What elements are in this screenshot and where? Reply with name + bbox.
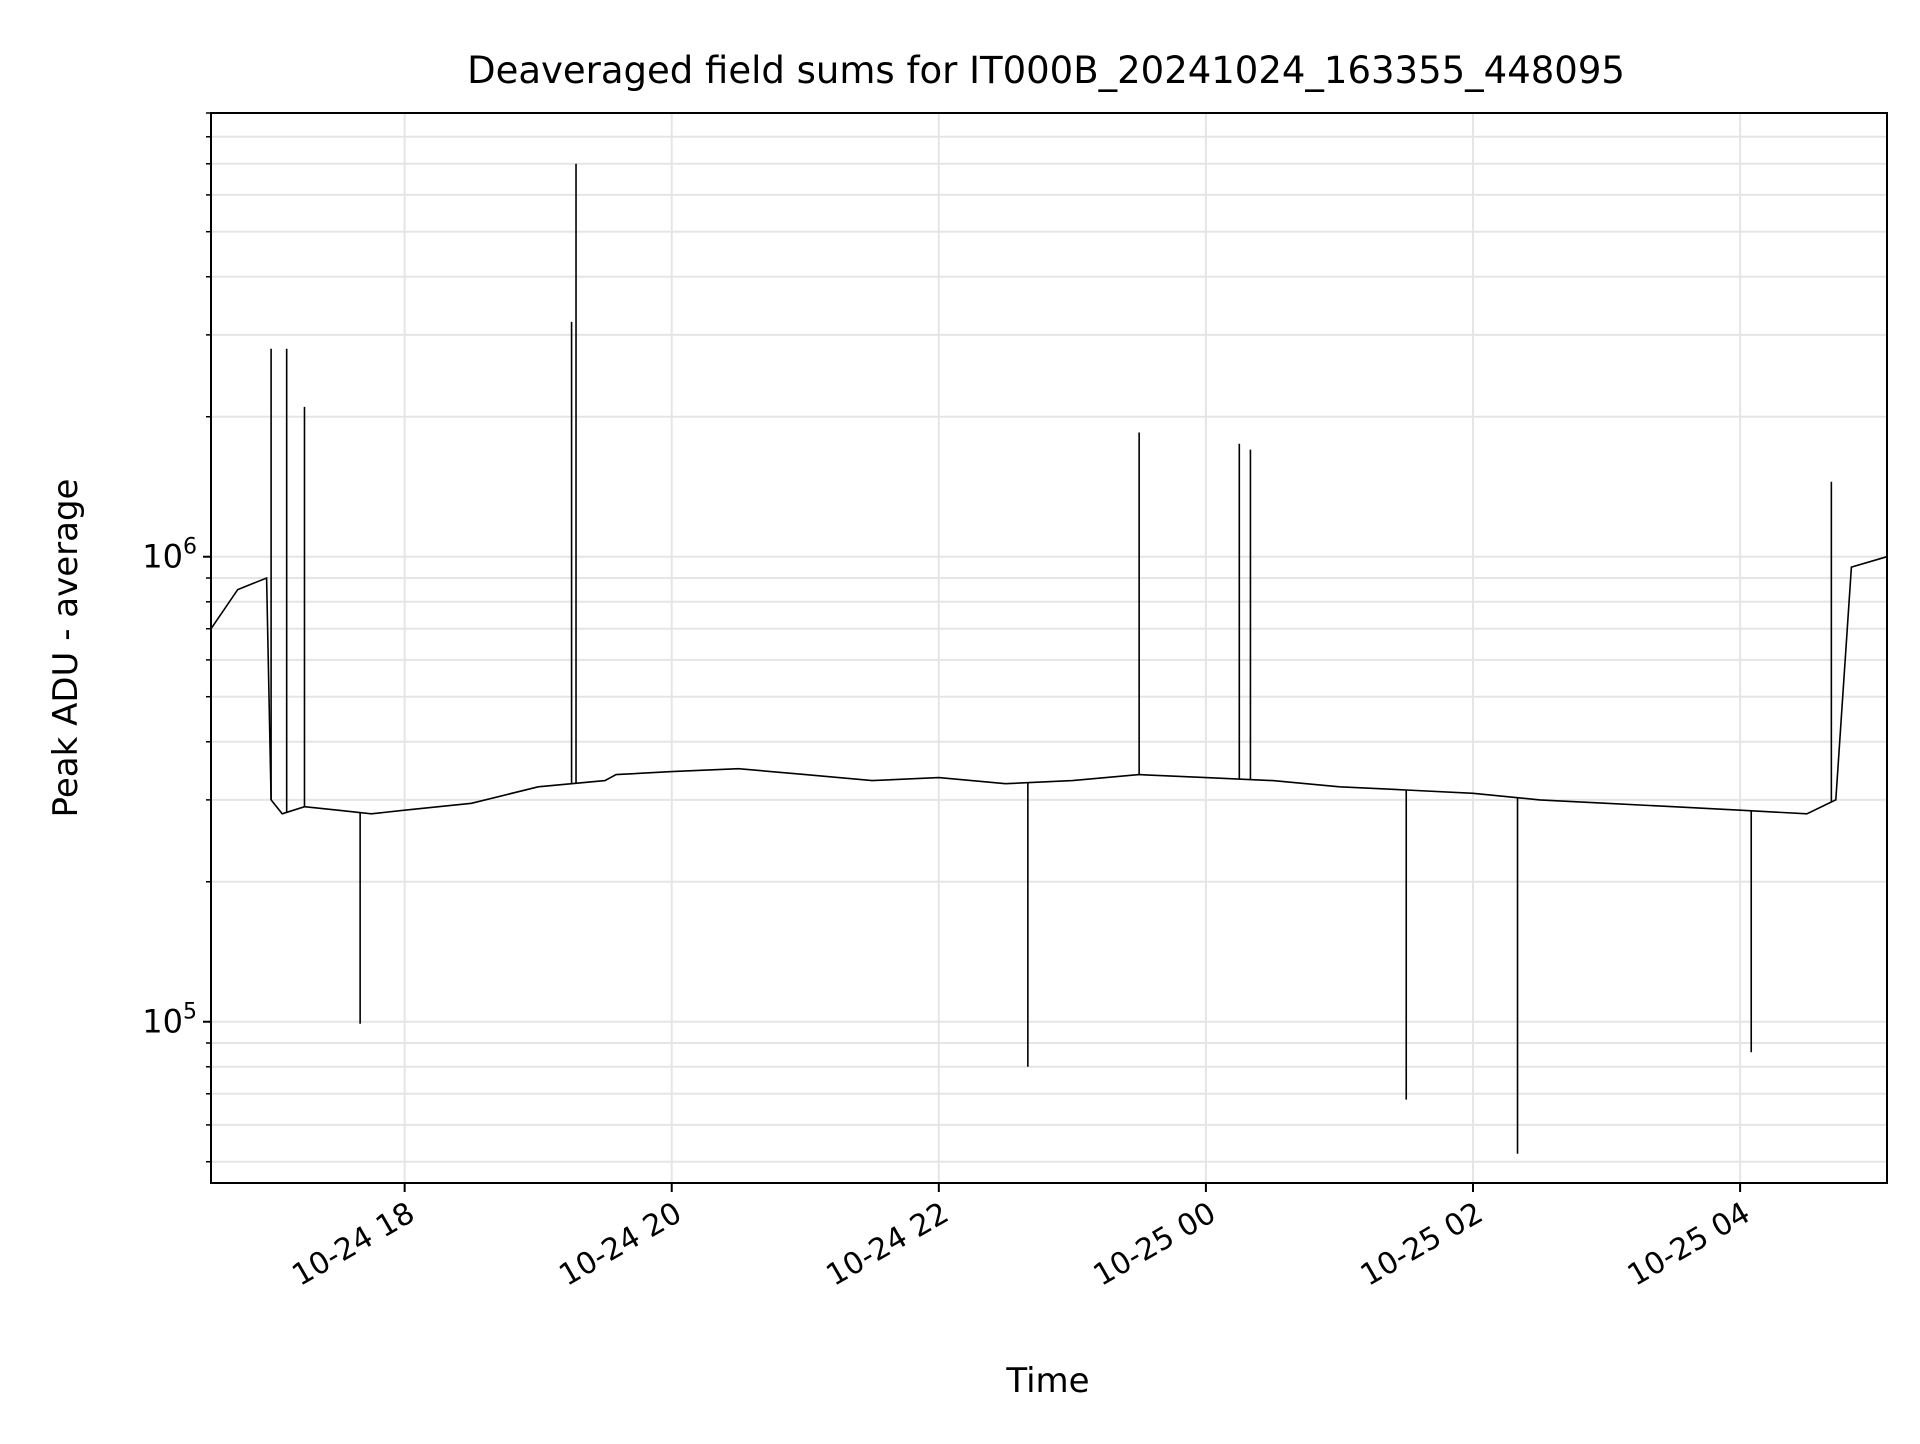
series-line bbox=[210, 555, 1888, 815]
y-tick-label: 106 bbox=[142, 535, 197, 576]
y-tick-label: 105 bbox=[142, 1000, 197, 1041]
y-axis-label: Peak ADU - average bbox=[46, 479, 86, 818]
x-axis-label: Time bbox=[1005, 1361, 1089, 1401]
plot-frame bbox=[210, 112, 1888, 1184]
data-layer bbox=[210, 163, 1888, 1154]
chart-title: Deaveraged field sums for IT000B_2024102… bbox=[467, 49, 1625, 92]
